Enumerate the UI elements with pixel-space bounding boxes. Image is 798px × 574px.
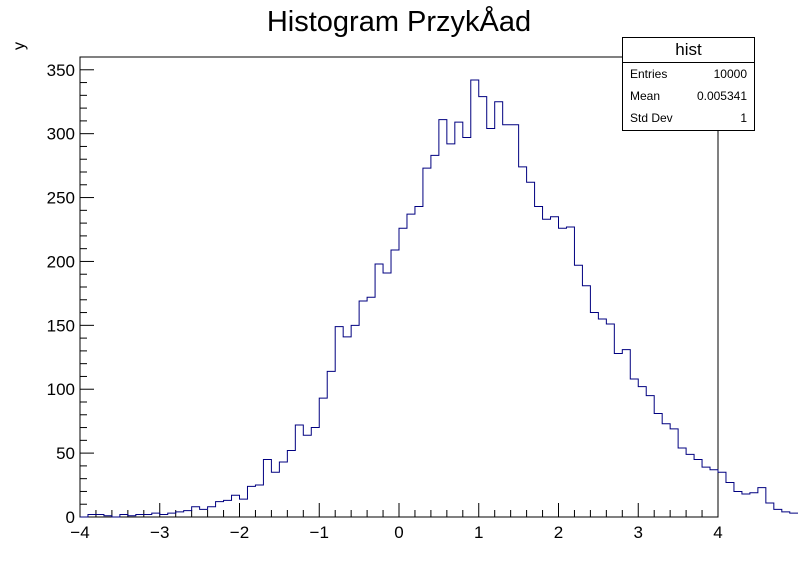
x-tick-label: 3 — [634, 523, 643, 542]
stats-label: Std Dev — [630, 111, 673, 125]
stats-value: 1 — [740, 111, 747, 125]
x-tick-label: 4 — [713, 523, 722, 542]
y-tick-label: 200 — [47, 252, 75, 271]
stats-label: Mean — [630, 89, 661, 103]
y-tick-label: 150 — [47, 316, 75, 335]
x-tick-label: 0 — [394, 523, 403, 542]
stats-row-mean: Mean 0.005341 — [623, 85, 754, 107]
y-tick-label: 350 — [47, 61, 75, 80]
stats-value: 0.005341 — [696, 89, 747, 103]
stats-row-entries: Entries 10000 — [623, 63, 754, 85]
axis-ticks — [79, 56, 719, 518]
x-tick-label: −3 — [150, 523, 169, 542]
y-tick-label: 100 — [47, 380, 75, 399]
x-tick-label: 1 — [474, 523, 483, 542]
stats-box: hist Entries 10000 Mean 0.005341 Std Dev… — [622, 37, 755, 131]
y-tick-label: 0 — [66, 508, 75, 527]
stats-row-stddev: Std Dev 1 — [623, 107, 754, 129]
x-tick-label: 2 — [554, 523, 563, 542]
x-tick-label: −2 — [230, 523, 249, 542]
histogram-line — [80, 79, 798, 518]
y-tick-label: 250 — [47, 189, 75, 208]
chart-title: Histogram PrzykÅad — [266, 6, 532, 38]
x-tick-label: −1 — [310, 523, 329, 542]
y-tick-label: 300 — [47, 125, 75, 144]
stats-value: 10000 — [713, 67, 747, 81]
stats-label: Entries — [630, 67, 668, 81]
y-tick-label: 50 — [56, 444, 75, 463]
axis-tick-labels: −4 −3 −2 −1 0 1 2 3 4 0 50 100 150 200 250 300 350 — [47, 61, 723, 542]
x-tick-label: −4 — [70, 523, 89, 542]
stats-box-title: hist — [623, 38, 754, 63]
